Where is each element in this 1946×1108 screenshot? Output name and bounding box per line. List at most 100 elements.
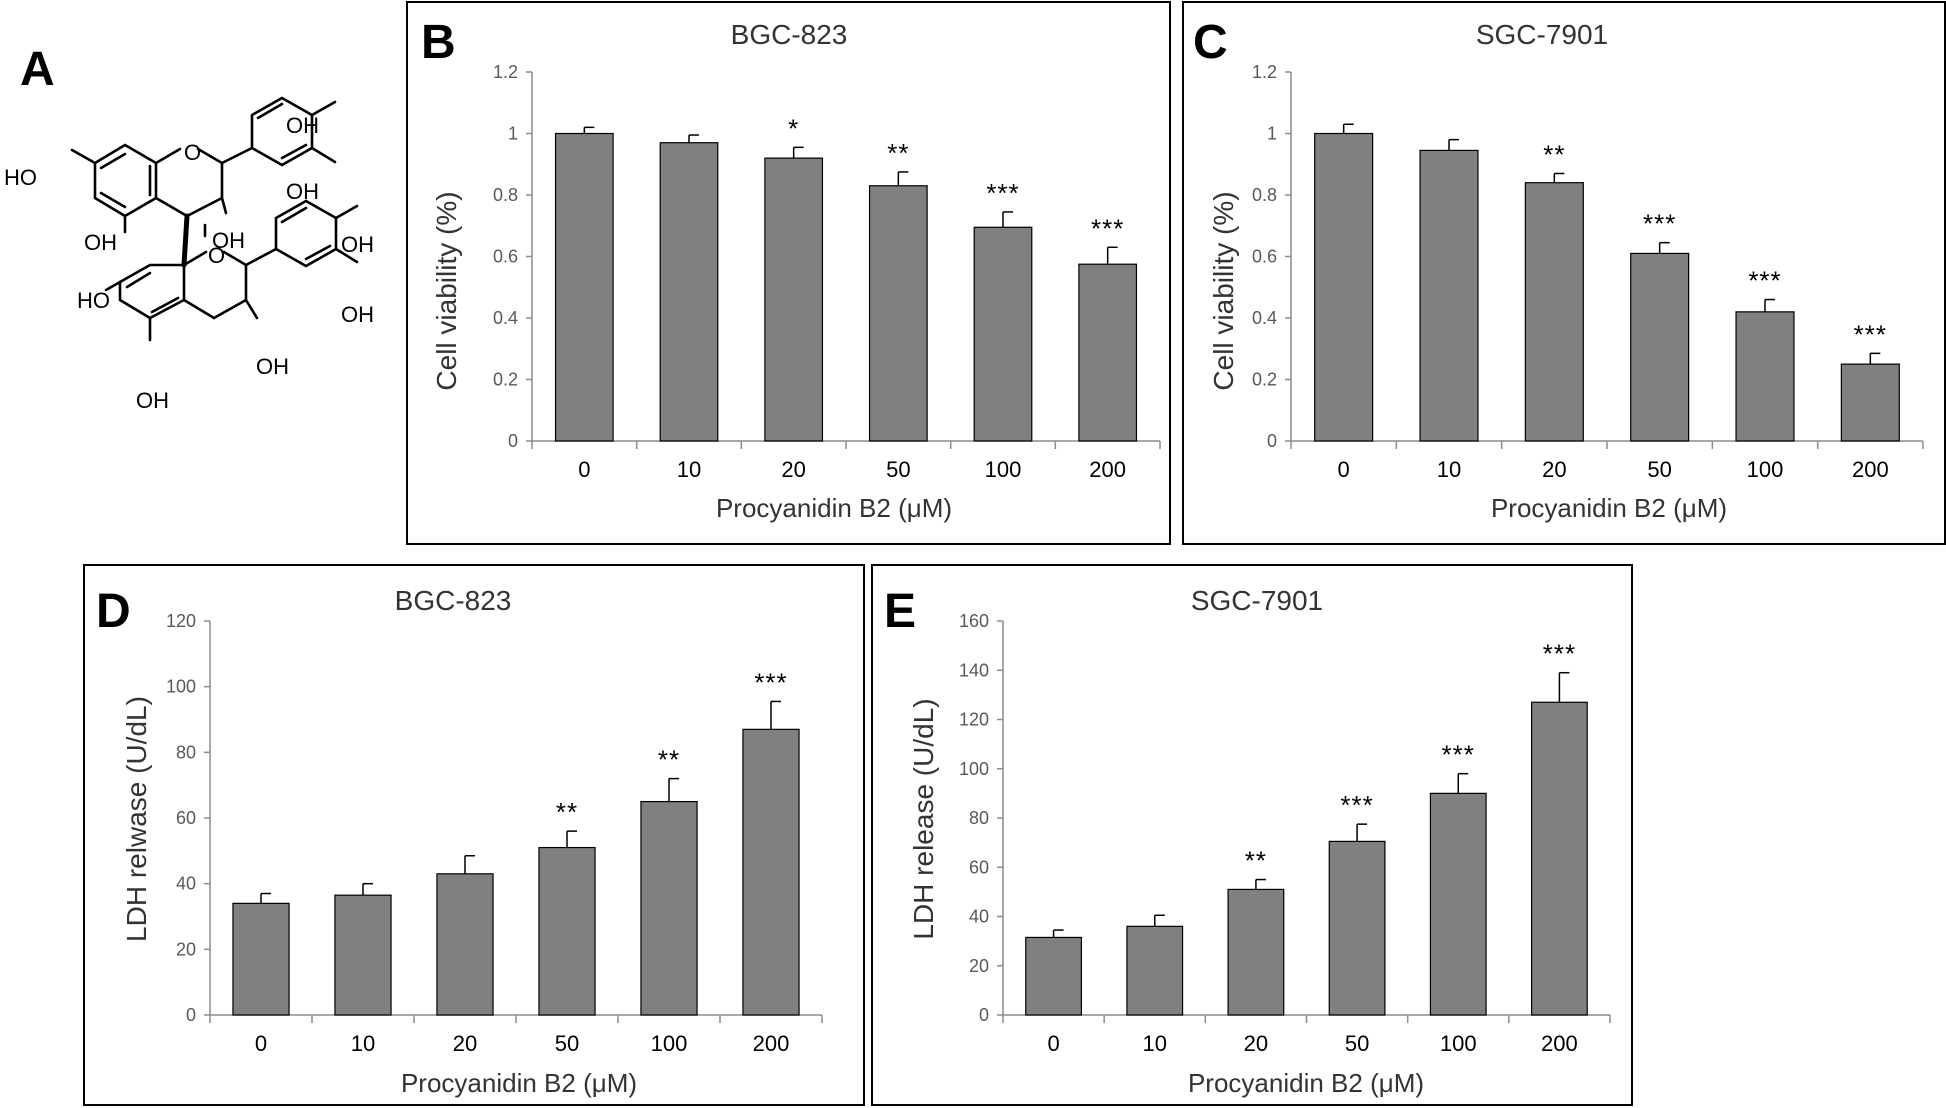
panel-letter-a: A bbox=[20, 43, 55, 96]
bar-200 bbox=[1530, 701, 1588, 1016]
y-tick-label: 160 bbox=[959, 611, 989, 631]
chart-title: BGC-823 bbox=[395, 585, 512, 616]
significance-marker: *** bbox=[1643, 209, 1676, 239]
ring-oxygen-lower: O bbox=[208, 243, 225, 268]
error-bar bbox=[1658, 241, 1670, 254]
structure-bonds bbox=[70, 96, 359, 342]
bar-100 bbox=[973, 226, 1033, 442]
error-bar bbox=[1764, 298, 1775, 312]
y-tick-label: 60 bbox=[969, 857, 989, 877]
significance-marker: ** bbox=[658, 745, 680, 775]
bar-0 bbox=[232, 902, 290, 1016]
panel-letter: D bbox=[96, 585, 131, 638]
y-tick-label: 0.6 bbox=[493, 247, 518, 267]
significance-marker: *** bbox=[1543, 639, 1576, 669]
x-tick-label: 50 bbox=[1345, 1031, 1369, 1056]
bar-10 bbox=[659, 142, 719, 442]
oh-label: OH bbox=[341, 302, 374, 327]
x-tick-label: 100 bbox=[651, 1031, 688, 1056]
error-bar bbox=[1356, 823, 1368, 842]
bar-100 bbox=[640, 800, 698, 1016]
bar-200 bbox=[1840, 363, 1900, 442]
y-axis-label: Cell viability (%) bbox=[1208, 191, 1239, 390]
x-tick-label: 200 bbox=[1852, 457, 1889, 482]
y-tick-label: 1.2 bbox=[1252, 62, 1277, 82]
significance-marker: ** bbox=[1245, 846, 1267, 876]
error-bar bbox=[1154, 914, 1165, 927]
x-tick-label: 0 bbox=[1338, 457, 1350, 482]
chart-panel-b: B BGC-823 0 0.2 0.4 0.6 0.8 1 1.2 0 10 * 20 ** 50 *** 10… bbox=[406, 1, 1171, 545]
significance-marker: *** bbox=[1340, 790, 1373, 820]
error-bar bbox=[362, 882, 373, 896]
structure-panel: A bbox=[4, 43, 374, 413]
bar-100 bbox=[1429, 792, 1487, 1016]
x-tick-label: 100 bbox=[1440, 1031, 1477, 1056]
y-tick-label: 1 bbox=[1267, 124, 1277, 144]
oh-label: OH bbox=[256, 354, 289, 379]
panel-letter: E bbox=[884, 585, 916, 638]
panel-frame bbox=[871, 564, 1633, 1106]
error-bar bbox=[1553, 172, 1565, 183]
error-bar bbox=[1106, 246, 1118, 265]
x-tick-label: 100 bbox=[985, 457, 1022, 482]
error-bar bbox=[260, 892, 271, 904]
bar-200 bbox=[1078, 263, 1138, 442]
structure-labels: OH OH HO OH OH HO OH OH OH OH bbox=[4, 113, 374, 413]
error-bar bbox=[1255, 878, 1266, 890]
x-tick-label: 50 bbox=[886, 457, 910, 482]
x-tick-label: 10 bbox=[351, 1031, 375, 1056]
x-tick-label: 50 bbox=[1647, 457, 1671, 482]
y-tick-label: 0.4 bbox=[1252, 308, 1277, 328]
error-bar bbox=[770, 700, 781, 730]
chart-panel-e: E SGC-7901 0 20 40 60 80 100 120 140 160 0 10 ** 20 ***… bbox=[871, 564, 1633, 1106]
x-tick-label: 20 bbox=[1542, 457, 1566, 482]
y-tick-label: 120 bbox=[959, 710, 989, 730]
x-tick-label: 0 bbox=[578, 457, 590, 482]
panel-letter: C bbox=[1193, 16, 1228, 69]
bar-10 bbox=[1126, 925, 1184, 1016]
x-tick-label: 10 bbox=[677, 457, 701, 482]
y-tick-label: 0 bbox=[1267, 431, 1277, 451]
y-tick-label: 0 bbox=[508, 431, 518, 451]
significance-marker: *** bbox=[986, 178, 1019, 208]
oh-label: OH bbox=[286, 113, 319, 138]
x-tick-label: 10 bbox=[1143, 1031, 1167, 1056]
significance-marker: *** bbox=[1091, 213, 1124, 243]
oh-label: OH bbox=[341, 232, 374, 257]
x-tick-label: 200 bbox=[1089, 457, 1126, 482]
chart-panel-c: C SGC-7901 0 0.2 0.4 0.6 0.8 1 1.2 0 10 ** 20 *** 50 **… bbox=[1182, 1, 1946, 545]
panel-letter: B bbox=[421, 16, 456, 69]
y-tick-label: 40 bbox=[969, 907, 989, 927]
ho-label: HO bbox=[77, 288, 110, 313]
chart-title: SGC-7901 bbox=[1191, 585, 1323, 616]
panel-frame bbox=[83, 564, 865, 1106]
bar-20 bbox=[1227, 888, 1285, 1016]
y-tick-label: 0 bbox=[979, 1005, 989, 1025]
oh-label: OH bbox=[286, 179, 319, 204]
bar-0 bbox=[1025, 936, 1083, 1016]
y-tick-label: 100 bbox=[166, 677, 196, 697]
y-tick-label: 1.2 bbox=[493, 62, 518, 82]
chart-panel-d: D BGC-823 0 20 40 60 80 100 120 0 10 20 ** 50 ** 100 ***… bbox=[83, 564, 865, 1106]
error-bar bbox=[1342, 123, 1354, 134]
x-tick-label: 20 bbox=[453, 1031, 477, 1056]
y-tick-label: 140 bbox=[959, 660, 989, 680]
x-axis-label: Procyanidin B2 (μM) bbox=[1491, 493, 1727, 523]
significance-marker: ** bbox=[887, 138, 909, 168]
y-tick-label: 100 bbox=[959, 759, 989, 779]
bar-50 bbox=[538, 846, 596, 1016]
error-bar bbox=[1457, 772, 1469, 794]
chart-title: BGC-823 bbox=[731, 19, 848, 50]
bar-50 bbox=[1630, 252, 1690, 442]
y-tick-label: 120 bbox=[166, 611, 196, 631]
panel-frame bbox=[1182, 1, 1946, 545]
significance-marker: ** bbox=[1543, 139, 1565, 169]
x-tick-label: 20 bbox=[781, 457, 805, 482]
x-axis-label: Procyanidin B2 (μM) bbox=[1188, 1068, 1424, 1098]
y-tick-label: 20 bbox=[969, 956, 989, 976]
x-tick-label: 10 bbox=[1437, 457, 1461, 482]
significance-marker: *** bbox=[754, 667, 787, 697]
ho-label: HO bbox=[4, 165, 37, 190]
